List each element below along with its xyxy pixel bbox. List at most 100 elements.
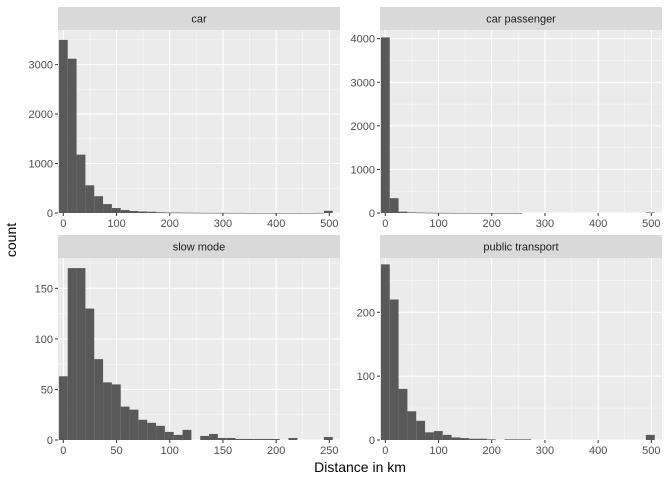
x-tick-label: 200	[267, 445, 285, 457]
histogram-bar	[67, 58, 77, 213]
facet-panel: slow mode 0 50 100 150 200 250 0 50 100 150	[35, 235, 340, 457]
histogram-bar	[76, 268, 86, 440]
histogram-bar	[425, 212, 434, 214]
histogram-bar	[138, 419, 148, 440]
histogram-bar	[58, 39, 68, 213]
histogram-bar	[460, 438, 470, 440]
x-tick-label: 250	[320, 445, 338, 457]
histogram-bar	[288, 437, 298, 440]
histogram-bar	[235, 438, 245, 440]
histogram-bar	[226, 212, 236, 214]
histogram-bar	[380, 264, 390, 440]
histogram-bar	[76, 154, 86, 213]
histogram-bar	[253, 438, 263, 440]
histogram-bar	[425, 432, 434, 440]
histogram-bar	[297, 212, 307, 214]
histogram-bar	[191, 212, 201, 214]
histogram-bar	[120, 406, 130, 440]
histogram-bar	[129, 211, 139, 213]
x-tick-label: 500	[320, 218, 338, 230]
histogram-bar	[164, 431, 174, 440]
x-tick-label: 150	[214, 445, 232, 457]
x-tick-label: 0	[382, 218, 388, 230]
y-tick-label: 3000	[351, 77, 375, 89]
y-tick-label: 0	[369, 435, 375, 447]
histogram-bar	[398, 211, 408, 213]
histogram-bar	[288, 212, 298, 214]
histogram-bar	[323, 210, 333, 213]
facet-strip-label: public transport	[483, 242, 558, 254]
histogram-bar	[270, 438, 280, 440]
x-tick-label: 500	[642, 445, 660, 457]
facet-panel: car 0 100 200 300 400 500 0 1000 2000 3000	[29, 7, 340, 230]
panel-background	[58, 30, 340, 213]
histogram-bar	[209, 433, 218, 440]
histogram-bar	[94, 196, 104, 213]
y-tick-label: 0	[47, 435, 53, 447]
y-tick-label: 0	[369, 208, 375, 220]
histogram-bar	[270, 212, 280, 214]
histogram-bar	[451, 212, 461, 214]
histogram-bar	[513, 212, 523, 214]
facet-strip	[380, 235, 662, 258]
facet-strip	[58, 7, 340, 30]
y-tick-label: 2000	[29, 109, 53, 121]
y-tick-label: 0	[47, 208, 53, 220]
histogram-bar	[138, 211, 148, 213]
facet-strip-label: car passenger	[486, 14, 556, 26]
x-tick-label: 300	[536, 445, 554, 457]
x-tick-label: 200	[161, 218, 179, 230]
histogram-bar	[433, 431, 443, 440]
y-tick-label: 150	[35, 283, 53, 295]
histogram-bar	[442, 434, 452, 440]
histogram-bar	[380, 37, 390, 214]
histogram-bar	[389, 198, 399, 213]
y-tick-label: 100	[35, 334, 53, 346]
histogram-bar	[469, 438, 479, 440]
facet-panel: public transport 0 100 200 300 400 500 0 100 200	[357, 235, 662, 457]
histogram-bar	[182, 212, 192, 214]
histogram-bar	[315, 212, 324, 214]
facet-strip-label: car	[191, 14, 207, 26]
y-tick-label: 1000	[29, 159, 53, 171]
histogram-bar	[156, 212, 165, 213]
y-tick-label: 2000	[351, 121, 375, 133]
histogram-bar	[495, 212, 505, 214]
histogram-bar	[416, 420, 426, 440]
y-tick-label: 3000	[29, 60, 53, 72]
facet-strip-label: slow mode	[173, 242, 226, 254]
histogram-bar	[513, 439, 523, 440]
histogram-bar	[67, 268, 77, 440]
x-tick-label: 200	[483, 218, 501, 230]
facet-strip	[380, 7, 662, 30]
histogram-bar	[226, 437, 236, 440]
histogram-bar	[504, 212, 514, 214]
histogram-bar	[111, 384, 121, 440]
x-tick-label: 100	[161, 445, 179, 457]
y-tick-label: 50	[41, 384, 53, 396]
histogram-bar	[389, 299, 399, 440]
histogram-bar	[147, 211, 157, 213]
x-tick-label: 0	[60, 218, 66, 230]
histogram-bar	[416, 212, 426, 214]
histogram-bar	[200, 212, 210, 214]
y-tick-label: 1000	[351, 164, 375, 176]
y-tick-label: 100	[357, 371, 375, 383]
histogram-bar	[217, 437, 227, 440]
histogram-bar	[164, 212, 174, 214]
histogram-bar	[262, 438, 271, 440]
histogram-bar	[173, 212, 183, 214]
histogram-bar	[103, 204, 112, 213]
histogram-bar	[173, 434, 183, 440]
histogram-bar	[645, 434, 655, 440]
histogram-bar	[94, 359, 104, 440]
y-tick-label: 4000	[351, 34, 375, 46]
x-tick-label: 100	[429, 445, 447, 457]
histogram-bar	[217, 212, 227, 214]
histogram-bar	[460, 212, 470, 214]
histogram-bar	[182, 429, 192, 440]
histogram-bar	[103, 382, 112, 440]
histogram-bar	[244, 438, 254, 440]
